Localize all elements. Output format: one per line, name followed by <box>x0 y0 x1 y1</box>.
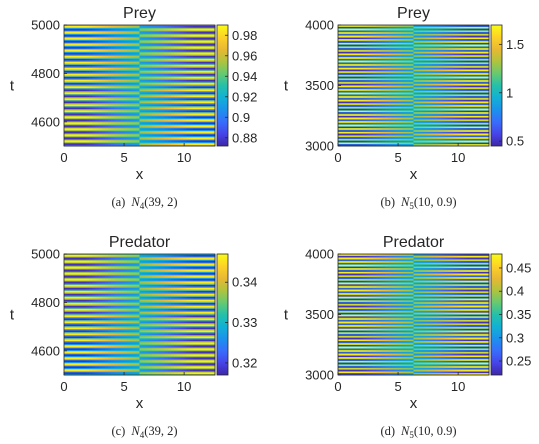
heatmap-cells <box>64 25 215 146</box>
panel-title: Prey <box>123 5 156 22</box>
